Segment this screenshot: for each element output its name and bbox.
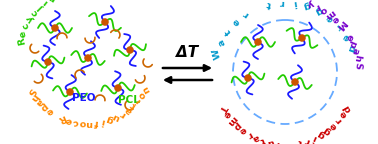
Text: a: a (216, 37, 227, 47)
Text: r: r (242, 9, 251, 19)
Text: e: e (338, 109, 349, 120)
Text: r: r (304, 136, 311, 144)
Circle shape (245, 75, 251, 81)
Text: g: g (313, 5, 324, 16)
Text: c: c (72, 117, 79, 127)
Text: c: c (29, 8, 40, 18)
Text: n: n (47, 0, 57, 3)
Text: S: S (25, 86, 36, 96)
Text: r: r (245, 129, 253, 139)
Text: e: e (324, 12, 334, 23)
Text: e: e (330, 14, 341, 25)
Text: T: T (217, 103, 228, 113)
Text: o: o (318, 4, 328, 16)
Text: g: g (322, 125, 333, 136)
Text: R: R (16, 36, 26, 45)
Text: a: a (34, 97, 44, 107)
Text: e: e (282, 140, 288, 144)
Text: r: r (118, 109, 127, 119)
Text: g: g (316, 129, 326, 140)
Circle shape (52, 25, 58, 31)
Text: S: S (353, 62, 363, 69)
Text: y: y (25, 14, 36, 24)
Text: i: i (42, 0, 50, 6)
Text: e: e (237, 125, 248, 136)
Text: d: d (342, 103, 353, 113)
Text: ΔT: ΔT (177, 45, 198, 60)
Text: PCL: PCL (118, 95, 140, 105)
Text: M: M (334, 18, 347, 31)
Circle shape (85, 55, 91, 61)
Text: i: i (292, 0, 297, 7)
Text: u: u (112, 111, 121, 122)
Text: g: g (302, 0, 311, 11)
Text: h: h (352, 54, 362, 62)
Text: d: d (345, 43, 356, 53)
Circle shape (45, 59, 51, 65)
Text: i: i (311, 133, 318, 143)
Circle shape (102, 19, 108, 25)
Text: n: n (86, 118, 93, 128)
Text: t: t (259, 136, 266, 144)
Text: t: t (297, 138, 303, 144)
Text: i: i (134, 96, 143, 105)
Text: o: o (138, 90, 149, 100)
Circle shape (299, 35, 305, 41)
Text: e: e (328, 120, 339, 131)
Text: i: i (101, 116, 105, 126)
Text: m: m (225, 113, 238, 127)
Text: e: e (344, 32, 355, 42)
Text: e: e (221, 109, 232, 120)
Text: a: a (350, 47, 360, 55)
Text: m: m (323, 8, 336, 21)
Text: y: y (305, 0, 314, 9)
Text: f: f (94, 118, 99, 127)
Circle shape (292, 79, 298, 85)
Text: e: e (64, 115, 73, 125)
Text: W: W (212, 48, 223, 60)
Text: p: p (39, 101, 50, 112)
Circle shape (255, 39, 261, 45)
Text: r: r (275, 139, 280, 144)
Text: p: p (347, 39, 358, 49)
Text: t: t (129, 100, 138, 110)
Text: a: a (251, 132, 260, 143)
Text: l: l (36, 2, 44, 11)
Text: u: u (266, 137, 274, 144)
Text: r: r (279, 0, 285, 7)
Text: a: a (123, 104, 133, 115)
Text: e: e (44, 106, 55, 117)
Text: r: r (313, 1, 321, 11)
Circle shape (67, 89, 73, 95)
Text: o: o (79, 118, 86, 128)
Text: e: e (340, 32, 351, 42)
Text: r: r (333, 115, 344, 125)
Text: n: n (141, 84, 152, 94)
Text: e: e (231, 16, 242, 27)
Text: t: t (266, 0, 273, 9)
Text: t: t (223, 27, 233, 36)
Text: e: e (18, 29, 29, 38)
Text: c: c (21, 22, 32, 31)
Text: h: h (29, 91, 40, 102)
Circle shape (127, 47, 133, 53)
Text: PEO: PEO (72, 93, 96, 103)
Text: p: p (231, 120, 242, 131)
Text: R: R (57, 112, 67, 123)
Text: r: r (333, 22, 343, 31)
Text: g: g (105, 114, 115, 125)
Circle shape (115, 85, 121, 91)
